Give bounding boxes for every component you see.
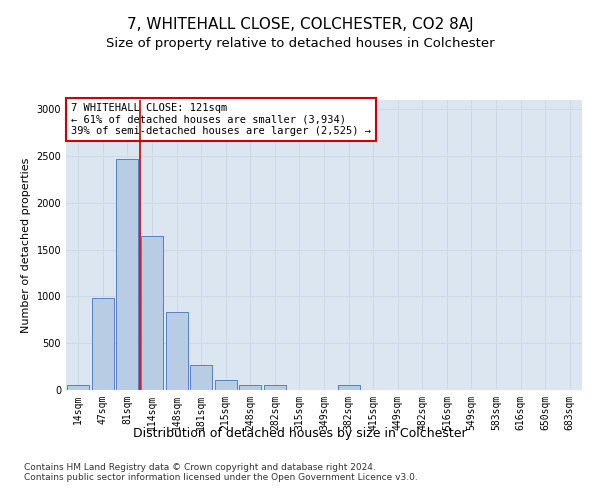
Text: Size of property relative to detached houses in Colchester: Size of property relative to detached ho… xyxy=(106,38,494,51)
Bar xyxy=(141,236,163,390)
Bar xyxy=(190,364,212,390)
Bar xyxy=(92,298,114,390)
Bar xyxy=(166,312,188,390)
Text: 7 WHITEHALL CLOSE: 121sqm
← 61% of detached houses are smaller (3,934)
39% of se: 7 WHITEHALL CLOSE: 121sqm ← 61% of detac… xyxy=(71,103,371,136)
Bar xyxy=(264,386,286,390)
Bar xyxy=(239,385,262,390)
Text: 7, WHITEHALL CLOSE, COLCHESTER, CO2 8AJ: 7, WHITEHALL CLOSE, COLCHESTER, CO2 8AJ xyxy=(127,18,473,32)
Y-axis label: Number of detached properties: Number of detached properties xyxy=(21,158,31,332)
Bar xyxy=(67,386,89,390)
Bar xyxy=(215,380,237,390)
Bar xyxy=(116,159,139,390)
Bar xyxy=(338,386,359,390)
Text: Contains HM Land Registry data © Crown copyright and database right 2024.
Contai: Contains HM Land Registry data © Crown c… xyxy=(24,462,418,482)
Text: Distribution of detached houses by size in Colchester: Distribution of detached houses by size … xyxy=(133,428,467,440)
